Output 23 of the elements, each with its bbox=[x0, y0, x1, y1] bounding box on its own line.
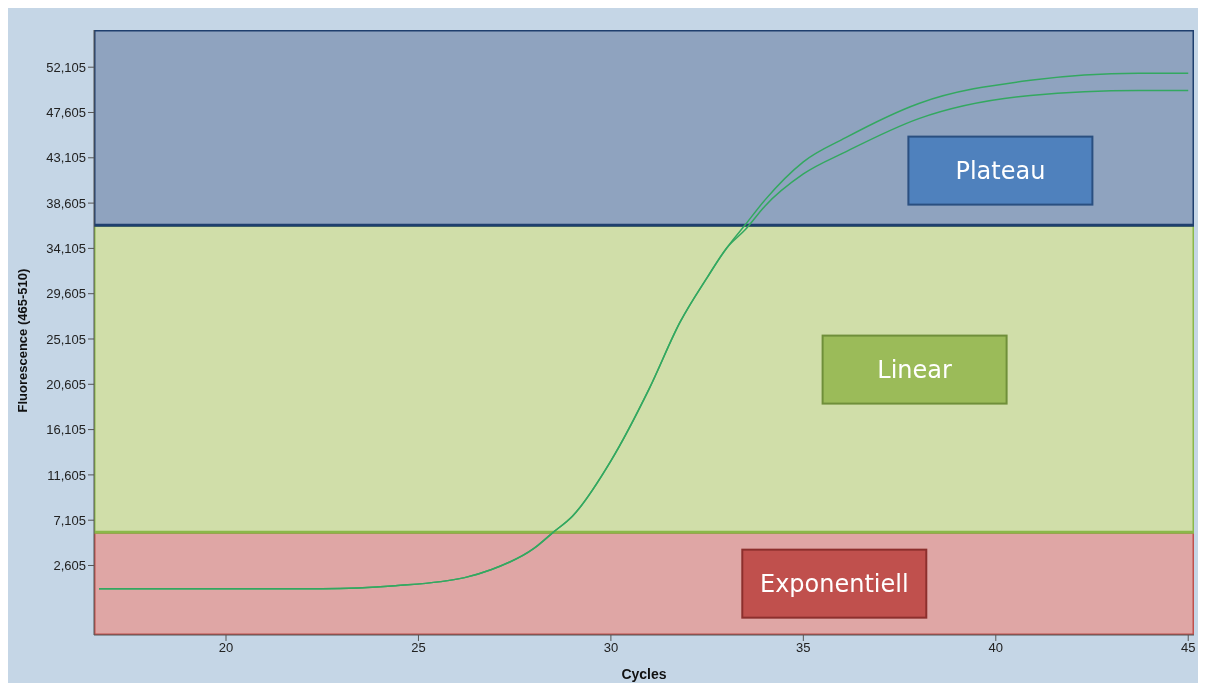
x-tick-label: 30 bbox=[603, 640, 619, 656]
band-label: Exponentiell bbox=[759, 569, 909, 598]
x-tick-label: 35 bbox=[796, 640, 811, 656]
y-tick-label: 7,105 bbox=[53, 512, 86, 528]
x-tick-label: 20 bbox=[218, 640, 234, 656]
y-tick-label: 34,105 bbox=[46, 241, 86, 257]
y-tick-label: 25,105 bbox=[46, 331, 86, 347]
x-axis-title: Cycles bbox=[621, 666, 667, 682]
y-tick-label: 16,105 bbox=[46, 422, 86, 438]
y-tick-label: 43,105 bbox=[46, 150, 86, 166]
y-tick-label: 11,605 bbox=[47, 467, 86, 483]
y-tick-label: 29,605 bbox=[46, 286, 86, 302]
y-tick-label: 47,605 bbox=[46, 105, 86, 121]
x-tick-label: 40 bbox=[988, 640, 1004, 656]
x-tick-label: 25 bbox=[411, 640, 426, 656]
x-tick-label: 45 bbox=[1180, 640, 1196, 656]
y-axis-title: Fluorescence (465-510) bbox=[14, 268, 30, 413]
y-tick-label: 20,605 bbox=[46, 376, 86, 392]
y-tick-label: 52,105 bbox=[46, 59, 86, 75]
band-label: Plateau bbox=[955, 156, 1046, 185]
y-tick-label: 38,605 bbox=[46, 195, 86, 211]
band-label: Linear bbox=[877, 355, 953, 384]
y-tick-label: 2,605 bbox=[53, 558, 86, 574]
